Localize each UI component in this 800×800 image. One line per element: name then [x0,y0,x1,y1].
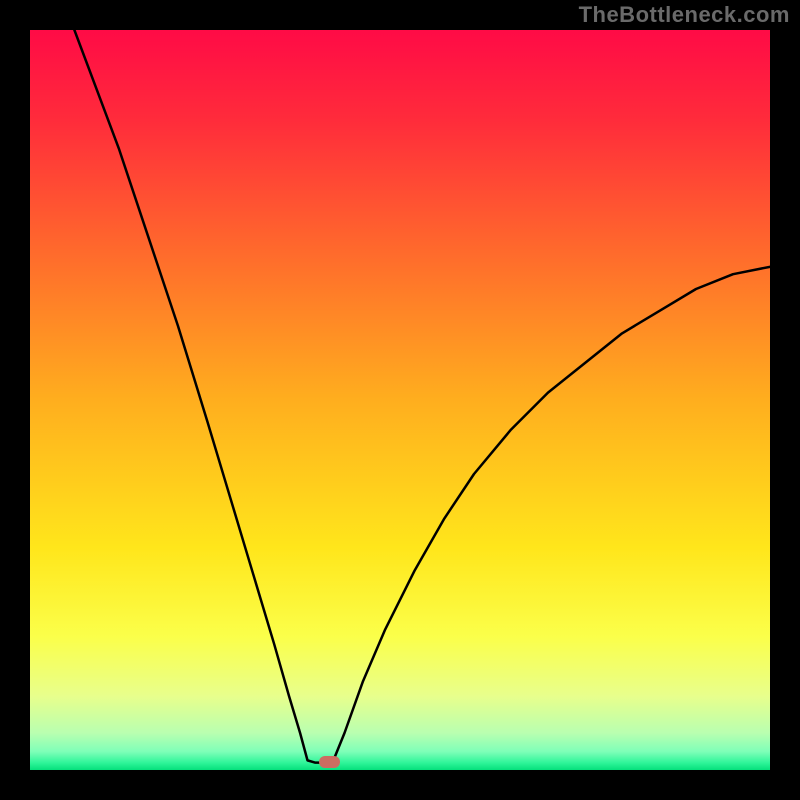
watermark-text: TheBottleneck.com [579,2,790,28]
chart-frame: TheBottleneck.com [0,0,800,800]
plot-area [30,30,770,770]
bottleneck-curve [30,30,770,770]
minimum-marker [319,756,340,768]
